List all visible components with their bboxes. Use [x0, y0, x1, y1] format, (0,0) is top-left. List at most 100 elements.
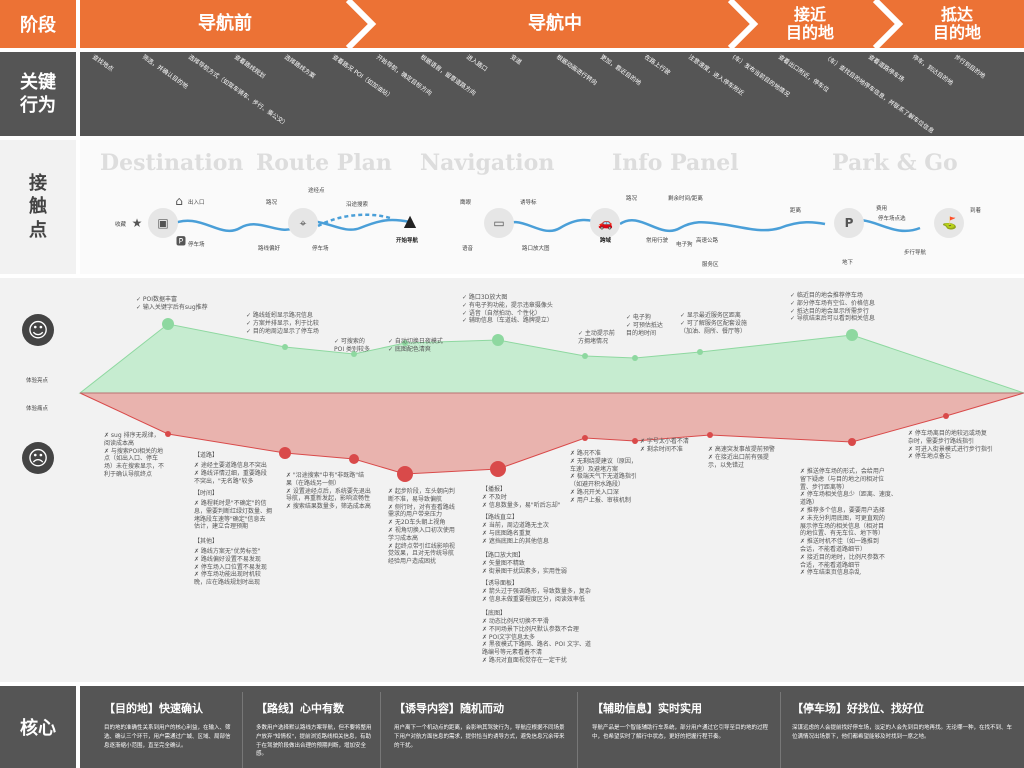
pains-nav1-note: ✗ 起步阶段，车头朝向判 断不准，易导致偏航 ✗ 侧行时，对有查看路线 需求的用户带来… [388, 488, 455, 566]
highlights-destination-note: ✓ POI数据丰富 ✓ 输入关键字后有sug推荐 [136, 296, 208, 312]
pains-route_other_head-note: 【其他】 [194, 538, 219, 545]
car-icon: 🚗 [598, 216, 613, 230]
tp-parking: 停车场 [188, 242, 205, 248]
note-line: ✓ 可预估抵达 [626, 321, 663, 329]
pains-destination-note: ✗ sug 排序无规律， 阅读成本高 ✗ 与搜索POI相关的地 点（如出入口、停车 场）… [104, 432, 164, 479]
note-line: ✗ POI文字信息太多 [482, 633, 536, 641]
tp-route-parking: 停车场 [312, 246, 329, 252]
destination-node [148, 208, 178, 238]
note-line: ✗ 剩余时间不准 [640, 445, 683, 453]
note-line: 的地位置、有无车位、地下等） [800, 530, 885, 538]
highlights-info2-note: ✓ 电子狗 ✓ 可预估抵达 目的地时间 [626, 314, 663, 337]
note-line: ✓ 抵达目的地会显示所需步行 [790, 307, 869, 315]
highlights-route-note: ✓ 路线蚯蚓显示路况信息 ✓ 方案并排显示，利于比较 ✓ 目的地周边显示了停车场 [246, 312, 319, 335]
note-line: 场）未在搜索显示，不 [104, 463, 165, 471]
highlights-info1-note: ✓ 主动提示前 方拥堵情况 [578, 330, 615, 346]
sad-face-icon: ☹ [22, 442, 54, 474]
note-line: 合适，不能看道路细节 [800, 561, 861, 569]
action-label: 步行到目的地 [952, 53, 987, 81]
note-line: ✗ 路线偏好设置不易发现 [194, 555, 261, 563]
screen-icon: ▭ [493, 216, 505, 230]
tp-start-nav: 开始导航 [396, 238, 419, 244]
action-label: 选择路线方案 [282, 53, 317, 81]
note-line: ✗ 信息未做重要程度区分，阅读效率低 [482, 595, 585, 603]
pains-nav2_c_head-note: 【路口放大图】 [482, 552, 525, 559]
note-line: 路编号等元素看着不清 [482, 649, 543, 657]
note-line: ✗ 接近目的地时，比例尺参数不 [800, 553, 885, 561]
pains-info1-note: ✗ 路况不准 ✗ 无剩绕提建议（原因， 车速）及避堵方案 ✗ 极端天气下无道路指引 （如… [570, 450, 637, 505]
note-line: ✗ 路线详情过细，重要路段 [194, 469, 267, 477]
action-item: 步行到目的地 [953, 52, 1024, 132]
note-line: 学习成本高 [388, 534, 419, 542]
action-bar [80, 52, 1024, 136]
note-line: ✓ 输入关键字后有sug推荐 [136, 303, 208, 311]
core-bar [80, 686, 1024, 768]
note-line: ✓ 临近目的地会推荐停车场 [790, 292, 863, 299]
note-line: 展示停车场的相关信息（相对目 [800, 522, 885, 530]
pains-nav2_b_head-note: 【路线直立】 [482, 514, 519, 521]
stage-arrive: 抵达 目的地 [932, 5, 981, 42]
note-line: ✗ 无剩绕提建议（原因， [570, 457, 637, 465]
note-line: ✓ 可搜索的 [334, 338, 365, 345]
note-line: 道路） [800, 499, 819, 507]
pains-nav2_d-note: ✗ 箭头过于强调路形，导致数量多，复杂 ✗ 信息未做重要程度区分，阅读效率低 [482, 588, 591, 604]
action-label: 更加，靠近目的地 [598, 53, 643, 87]
pains-nav2_e_head-note: 【底图】 [482, 610, 507, 617]
tp-service: 服务区 [702, 262, 719, 268]
wm-park: Park & Go [832, 150, 958, 176]
tp-distance: 距离 [790, 208, 802, 214]
entrance-icon: ⌂ [175, 194, 183, 208]
note-line: ✗ 与底图路名重复 [482, 529, 531, 537]
note-line: ✓ 显示最近服务区距离 [680, 312, 741, 319]
core-text-info: 导航产品是一个智能辅助行车系统，部分用户通过它引导至目的地的过程中，也希望实时了… [592, 725, 769, 740]
row-label-touch: 接 触 点 [0, 140, 76, 274]
note-line: 导航，再重新发起，影响流畅性 [286, 495, 371, 503]
label-pain: 体验痛点 [26, 406, 49, 412]
note-line: 估计，建立合理预期 [194, 523, 249, 531]
highlights-nav2-note: ✓ 路口3D放大图 ✓ 有电子狗功能，提示违章摄像头 ✓ 语音（自然拍动、个性化） ✓… [462, 294, 553, 325]
note-line: ✗ 起步阶段，车头朝向判 [388, 488, 455, 495]
note-line: 留下疑虑（与目的地之间相对位 [800, 475, 885, 483]
arrive-icon: ⛳ [942, 216, 957, 230]
note-line: ✓ 目的地周边显示了停车场 [246, 327, 319, 335]
tp-fee: 费用 [876, 206, 888, 212]
pains-nav2_b-note: ✗ 当前，周边道路无主次 ✗ 与底图路名重复 ✗ 遮挡底图上的其他信息 [482, 522, 549, 545]
note-line: 需求的用户带来压力 [388, 511, 443, 519]
note-line: ✗ 停车场离目的地较远或场复 [908, 430, 987, 437]
note-line: ✓ 自动切换日夜模式 [388, 338, 443, 345]
note-line: ✗ 不同场景下比例尺默认参数不合理 [482, 625, 579, 633]
stage-approach: 接近 目的地 [785, 5, 834, 42]
core-title-route: 【路线】心中有数 [256, 702, 344, 715]
note-line: ✗ 路况开关入口深 [570, 488, 619, 496]
note-line: ✗ 未充分利用底图，可更直观的 [800, 514, 885, 522]
note-line: ✓ 主动提示前 [578, 330, 615, 337]
note-line: ✗ 途经主要道路信息不突出 [194, 462, 267, 469]
note-line: ✓ 辅助信息（车道线、路牌提立） [462, 317, 553, 325]
note-line: ✓ 底图配色清爽 [388, 345, 431, 353]
core-text-guide: 用户离下一个机动点的距离，会影响其驾驶行为，导航应根据不同场景下用户对航方面信息… [394, 725, 565, 749]
tp-along-search: 沿途搜索 [346, 202, 369, 208]
pains-route-note: ✗ 途经主要道路信息不突出 ✗ 路线详情过细，重要路段 不突出，"无名路"较多 [194, 462, 267, 485]
note-line: ✗ 推送时机不佳（如一路推到 [800, 538, 879, 546]
core-title-info: 【辅助信息】实时实用 [592, 702, 702, 715]
note-line: ✗ 停车结束页信息杂乱 [800, 569, 861, 577]
note-line: 不突出，"无名路"较多 [194, 477, 254, 485]
highlights-nav1-note: ✓ 自动切换日夜模式 ✓ 底图配色清爽 [388, 338, 443, 354]
route-pin-icon: ⌖ [299, 216, 307, 230]
note-line: POI 类别较多 [334, 345, 371, 353]
tp-eagle-eye: 鹰眼 [460, 200, 472, 206]
pains-nav2_d_head-note: 【诱导面板】 [482, 580, 519, 587]
tp-guide-sign: 诱导标 [520, 200, 537, 206]
note-line: 杂时，需要步行路线指引 [908, 437, 975, 445]
note-line: 阅读成本高 [104, 439, 135, 447]
touch-bg [80, 140, 1024, 274]
note-line: 会话，不能看道路细节） [800, 545, 867, 553]
note-line: 觉效果，且对无传统导航 [388, 550, 455, 558]
star-icon: ★ [131, 216, 143, 230]
tp-junction: 路口放大图 [522, 246, 550, 252]
pains-info3-note: ✗ 高速突发事故提前预警 ✗ 在接近出口前有强提 示，以免错过 [708, 446, 775, 469]
note-line: ✗ 停车场功能出现时机较 [194, 571, 261, 579]
note-line: ✗ 在接近出口前有强提 [708, 453, 769, 461]
note-line: ✗ 路程耗时是"不确定"的信 [194, 500, 267, 507]
action-label: 查看路线规划 [232, 53, 267, 81]
